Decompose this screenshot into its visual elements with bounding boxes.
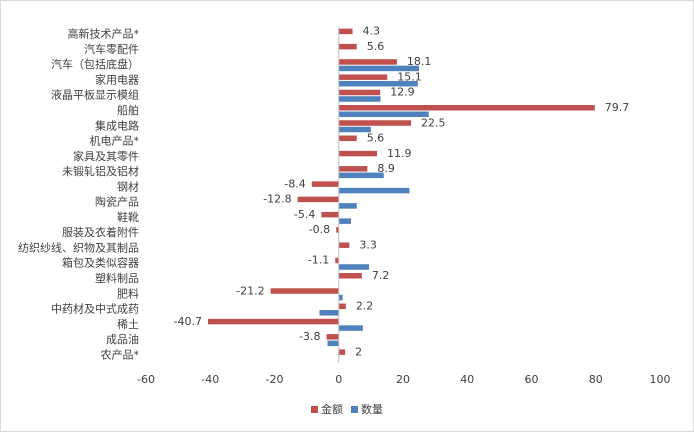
bar <box>338 172 384 179</box>
y-tick-label: 鞋靴 <box>117 210 139 224</box>
value-label: 5.6 <box>367 132 385 145</box>
bar <box>338 74 388 80</box>
bar <box>338 65 420 72</box>
y-tick-label: 塑料制品 <box>95 271 139 285</box>
bar <box>311 181 339 187</box>
value-label: -40.7 <box>174 315 202 328</box>
x-tick-label: 60 <box>525 373 539 386</box>
value-label: 5.6 <box>367 40 385 53</box>
bar <box>338 28 353 35</box>
bar <box>338 187 410 194</box>
bar <box>327 340 339 347</box>
y-tick-label: 机电产品* <box>90 134 140 148</box>
value-label: -0.8 <box>309 223 330 236</box>
bar <box>321 211 339 218</box>
y-tick-label: 钢材 <box>117 179 139 193</box>
bar <box>338 59 397 65</box>
y-tick-label: 农产品* <box>101 347 140 361</box>
y-tick-label: 未锻轧铝及铝材 <box>62 164 139 178</box>
value-label: 7.2 <box>372 269 390 282</box>
y-tick-label: 家具及其零件 <box>73 149 139 163</box>
bar <box>319 310 339 316</box>
y-tick-label: 纺织纱线、织物及其制品 <box>18 240 139 254</box>
value-label: 4.3 <box>363 25 381 38</box>
bar <box>338 242 350 248</box>
bar <box>336 227 339 233</box>
y-tick-label: 箱包及类似容器 <box>62 256 139 270</box>
x-tick-label: 20 <box>396 373 410 386</box>
value-label: 2 <box>355 345 362 358</box>
value-label: -5.4 <box>294 208 315 221</box>
value-label: -1.1 <box>308 254 329 267</box>
value-label: 12.9 <box>390 86 415 99</box>
legend-label: 金额 <box>321 402 343 416</box>
value-label: 79.7 <box>605 101 630 114</box>
bar <box>326 334 339 340</box>
bar <box>335 257 339 264</box>
y-tick-label: 家用电器 <box>95 72 139 86</box>
value-label: 2.2 <box>356 300 374 313</box>
y-tick-label: 汽车零配件 <box>84 42 139 56</box>
bar <box>338 166 368 172</box>
y-tick-label: 集成电路 <box>95 118 139 132</box>
value-label: -3.8 <box>299 330 320 343</box>
bar <box>338 294 343 301</box>
y-tick-label: 肥料 <box>117 286 139 300</box>
bar <box>338 264 369 270</box>
y-tick-label: 液晶平板显示模组 <box>51 88 139 102</box>
bar <box>338 273 362 279</box>
legend-label: 数量 <box>361 403 383 416</box>
bar <box>338 43 357 50</box>
x-tick-label: 40 <box>460 373 474 386</box>
value-label: 15.1 <box>397 70 422 83</box>
bar <box>338 135 357 142</box>
bar <box>338 105 595 111</box>
bar <box>338 218 351 224</box>
value-label: 18.1 <box>407 55 432 68</box>
value-label: -8.4 <box>284 177 305 190</box>
x-tick-label: 80 <box>589 373 603 386</box>
value-label: 11.9 <box>387 147 412 160</box>
bar <box>338 203 357 209</box>
legend-swatch <box>311 406 318 413</box>
bar <box>297 196 339 203</box>
value-label: 8.9 <box>377 162 395 175</box>
bar <box>338 325 363 331</box>
bar <box>338 111 429 117</box>
y-tick-label: 稀土 <box>117 318 139 331</box>
bar <box>338 150 377 157</box>
y-tick-label: 船舶 <box>117 103 139 117</box>
y-tick-label: 陶瓷产品 <box>95 195 139 209</box>
bar <box>338 349 346 355</box>
x-tick-label: 0 <box>335 373 342 386</box>
bar <box>338 96 381 102</box>
bar <box>338 120 412 126</box>
value-label: -21.2 <box>236 284 264 297</box>
x-tick-label: 100 <box>650 373 671 386</box>
y-tick-label: 服装及衣着附件 <box>62 225 139 239</box>
y-tick-label: 中药材及中式成药 <box>51 302 139 316</box>
bar <box>338 126 371 133</box>
bar <box>338 89 381 96</box>
legend-swatch <box>351 406 358 413</box>
x-tick-label: -40 <box>201 373 219 386</box>
bar <box>270 288 339 294</box>
y-tick-label: 高新技术产品* <box>68 27 140 41</box>
bar <box>338 80 418 87</box>
value-label: 22.5 <box>421 116 446 129</box>
x-tick-label: -20 <box>266 373 284 386</box>
y-tick-label: 汽车（包括底盘） <box>51 57 139 71</box>
bar <box>338 303 346 310</box>
bar <box>208 318 339 325</box>
value-label: 3.3 <box>359 238 377 251</box>
value-label: -12.8 <box>263 193 291 206</box>
y-tick-label: 成品油 <box>106 332 139 346</box>
x-tick-label: -60 <box>137 373 155 386</box>
